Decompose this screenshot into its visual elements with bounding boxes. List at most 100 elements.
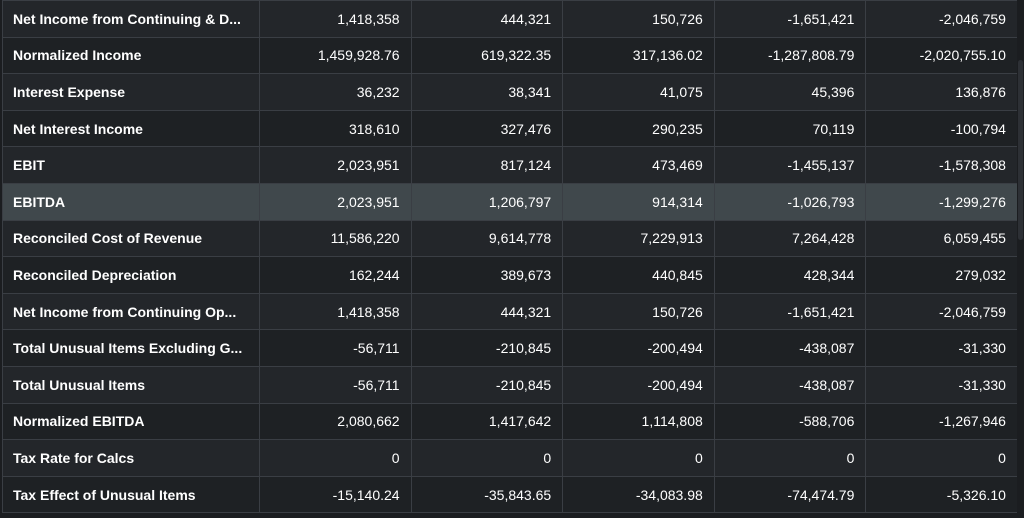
cell-value: 162,244 <box>259 256 412 294</box>
table-row[interactable]: Net Interest Income 318,610 327,476 290,235… <box>2 109 1017 148</box>
table-row[interactable]: Net Income from Continuing & D... 1,418,3… <box>2 0 1017 38</box>
cell-value: -2,046,759 <box>865 292 1017 331</box>
cell-value: 389,673 <box>410 256 564 294</box>
row-label: Total Unusual Items Excluding G... <box>2 329 260 367</box>
cell-value: 41,075 <box>562 73 715 111</box>
cell-value: -200,494 <box>562 329 715 367</box>
cell-value: -31,330 <box>865 365 1017 404</box>
table-row[interactable]: EBIT 2,023,951 817,124 473,469 -1,455,137 -1,… <box>2 146 1017 184</box>
cell-value: 317,136.02 <box>562 36 715 75</box>
cell-value: 7,264,428 <box>713 219 867 258</box>
cell-value: -438,087 <box>713 329 867 367</box>
cell-value: -2,046,759 <box>865 0 1017 38</box>
row-label: EBIT <box>2 146 260 184</box>
cell-value: 136,876 <box>865 73 1017 111</box>
cell-value: 817,124 <box>410 146 564 184</box>
cell-value: -56,711 <box>259 329 412 367</box>
cell-value: -34,083.98 <box>562 475 715 514</box>
cell-value: 2,023,951 <box>259 182 412 221</box>
table-row[interactable]: Interest Expense 36,232 38,341 41,075 45,396… <box>2 73 1017 111</box>
cell-value: -1,455,137 <box>713 146 867 184</box>
row-label: Normalized EBITDA <box>2 402 260 441</box>
table-row[interactable]: Normalized Income 1,459,928.76 619,322.35 3… <box>2 36 1017 75</box>
cell-value: 318,610 <box>259 109 412 148</box>
cell-value: 440,845 <box>562 256 715 294</box>
cell-value: 45,396 <box>713 73 867 111</box>
cell-value: 1,418,358 <box>259 0 412 38</box>
cell-value: -2,020,755.10 <box>865 36 1017 75</box>
cell-value: 150,726 <box>562 0 715 38</box>
cell-value: 150,726 <box>562 292 715 331</box>
cell-value: 6,059,455 <box>865 219 1017 258</box>
cell-value: -15,140.24 <box>259 475 412 514</box>
cell-value: -1,026,793 <box>713 182 867 221</box>
row-label: EBITDA <box>2 182 260 221</box>
row-label: Net Income from Continuing & D... <box>2 0 260 38</box>
cell-value: 290,235 <box>562 109 715 148</box>
cell-value: -1,651,421 <box>713 0 867 38</box>
cell-value: 914,314 <box>562 182 715 221</box>
table-row[interactable]: Total Unusual Items -56,711 -210,845 -200,4… <box>2 365 1017 404</box>
row-label: Net Income from Continuing Op... <box>2 292 260 331</box>
cell-value: 1,459,928.76 <box>259 36 412 75</box>
cell-value: 7,229,913 <box>562 219 715 258</box>
table-row[interactable]: Reconciled Cost of Revenue 11,586,220 9,61… <box>2 219 1017 258</box>
cell-value: 444,321 <box>410 292 564 331</box>
table-row[interactable]: Reconciled Depreciation 162,244 389,673 440… <box>2 256 1017 294</box>
row-label: Tax Rate for Calcs <box>2 439 260 477</box>
cell-value: -5,326.10 <box>865 475 1017 514</box>
cell-value: -1,267,946 <box>865 402 1017 441</box>
scrollbar-thumb[interactable] <box>1018 60 1023 240</box>
cell-value: -1,299,276 <box>865 182 1017 221</box>
cell-value: 36,232 <box>259 73 412 111</box>
row-label: Net Interest Income <box>2 109 260 148</box>
cell-value: 2,023,951 <box>259 146 412 184</box>
cell-value: 38,341 <box>410 73 564 111</box>
cell-value: 2,080,662 <box>259 402 412 441</box>
cell-value: -56,711 <box>259 365 412 404</box>
row-label: Reconciled Depreciation <box>2 256 260 294</box>
cell-value: -1,578,308 <box>865 146 1017 184</box>
cell-value: -210,845 <box>410 329 564 367</box>
cell-value: 1,206,797 <box>410 182 564 221</box>
cell-value: -210,845 <box>410 365 564 404</box>
cell-value: -438,087 <box>713 365 867 404</box>
cell-value: 0 <box>259 439 412 477</box>
cell-value: -588,706 <box>713 402 867 441</box>
row-label: Reconciled Cost of Revenue <box>2 219 260 258</box>
cell-value: 279,032 <box>865 256 1017 294</box>
cell-value: 0 <box>410 439 564 477</box>
table-row[interactable]: EBITDA 2,023,951 1,206,797 914,314 -1,026,79… <box>2 182 1017 221</box>
cell-value: 0 <box>562 439 715 477</box>
table-row[interactable]: Net Income from Continuing Op... 1,418,35… <box>2 292 1017 331</box>
row-label: Interest Expense <box>2 73 260 111</box>
cell-value: 327,476 <box>410 109 564 148</box>
cell-value: 1,114,808 <box>562 402 715 441</box>
cell-value: -1,287,808.79 <box>713 36 867 75</box>
row-label: Total Unusual Items <box>2 365 260 404</box>
table-row[interactable]: Total Unusual Items Excluding G... -56,71… <box>2 329 1017 367</box>
cell-value: -74,474.79 <box>713 475 867 514</box>
table-row[interactable]: Normalized EBITDA 2,080,662 1,417,642 1,114… <box>2 402 1017 441</box>
cell-value: 0 <box>713 439 867 477</box>
cell-value: 444,321 <box>410 0 564 38</box>
cell-value: 428,344 <box>713 256 867 294</box>
cell-value: -31,330 <box>865 329 1017 367</box>
cell-value: 1,418,358 <box>259 292 412 331</box>
table-row[interactable]: Tax Rate for Calcs 0 0 0 0 0 <box>2 439 1017 477</box>
table-row[interactable]: Tax Effect of Unusual Items -15,140.24 -35… <box>2 475 1017 514</box>
cell-value: -35,843.65 <box>410 475 564 514</box>
cell-value: 473,469 <box>562 146 715 184</box>
row-label: Normalized Income <box>2 36 260 75</box>
cell-value: 619,322.35 <box>410 36 564 75</box>
cell-value: 0 <box>865 439 1017 477</box>
cell-value: 1,417,642 <box>410 402 564 441</box>
row-label: Tax Effect of Unusual Items <box>2 475 260 514</box>
cell-value: 70,119 <box>713 109 867 148</box>
vertical-scrollbar[interactable] <box>1017 0 1024 518</box>
cell-value: -100,794 <box>865 109 1017 148</box>
cell-value: 11,586,220 <box>259 219 412 258</box>
